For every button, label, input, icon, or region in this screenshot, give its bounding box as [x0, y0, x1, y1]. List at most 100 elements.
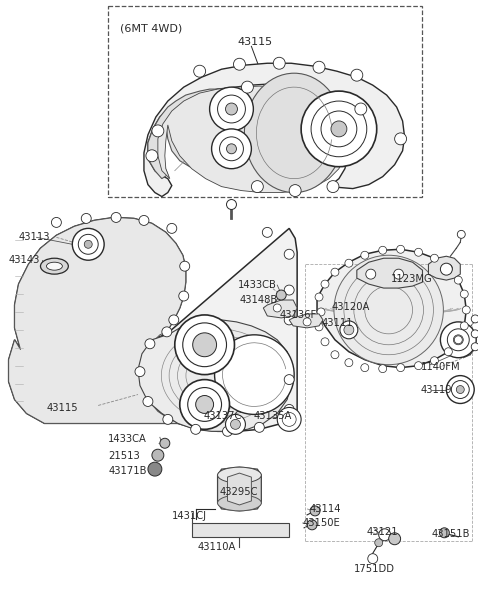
Circle shape: [396, 364, 405, 371]
Circle shape: [217, 95, 245, 123]
Circle shape: [277, 408, 301, 431]
Circle shape: [457, 230, 465, 238]
Circle shape: [460, 322, 468, 330]
Circle shape: [379, 246, 387, 254]
Circle shape: [310, 506, 320, 516]
Circle shape: [455, 276, 462, 284]
Circle shape: [321, 338, 329, 346]
Text: 43148B: 43148B: [240, 295, 278, 305]
Circle shape: [331, 121, 347, 137]
Polygon shape: [148, 89, 250, 178]
Circle shape: [78, 235, 98, 254]
Circle shape: [345, 259, 353, 267]
Text: 43135A: 43135A: [253, 411, 292, 421]
Circle shape: [152, 449, 164, 461]
Circle shape: [321, 280, 329, 288]
Ellipse shape: [47, 262, 62, 270]
Circle shape: [431, 357, 438, 365]
Text: 1433CA: 1433CA: [108, 434, 147, 444]
Text: 43114: 43114: [309, 504, 341, 514]
Circle shape: [453, 335, 463, 345]
Text: 1123MG: 1123MG: [391, 274, 432, 284]
Circle shape: [439, 528, 449, 538]
Circle shape: [396, 245, 405, 253]
Circle shape: [344, 325, 354, 335]
Circle shape: [160, 438, 170, 448]
Polygon shape: [9, 218, 297, 431]
Polygon shape: [289, 314, 323, 328]
Text: 43143: 43143: [9, 255, 40, 265]
Circle shape: [284, 285, 294, 295]
Text: 43111: 43111: [322, 318, 354, 328]
Circle shape: [183, 323, 227, 367]
Circle shape: [321, 111, 357, 147]
Polygon shape: [144, 63, 405, 197]
Circle shape: [284, 405, 294, 414]
Circle shape: [331, 351, 339, 359]
Text: 21513: 21513: [108, 451, 140, 461]
Text: 43119: 43119: [420, 385, 452, 394]
Circle shape: [334, 255, 444, 365]
Circle shape: [175, 315, 234, 374]
Circle shape: [223, 426, 232, 437]
Circle shape: [196, 396, 214, 414]
Circle shape: [192, 333, 216, 357]
Circle shape: [152, 125, 164, 137]
Circle shape: [273, 304, 281, 312]
Circle shape: [194, 65, 205, 77]
Circle shape: [289, 185, 301, 197]
Circle shape: [345, 359, 353, 367]
Ellipse shape: [244, 73, 344, 192]
Circle shape: [72, 229, 104, 260]
Circle shape: [230, 419, 240, 429]
Circle shape: [471, 315, 479, 323]
Circle shape: [303, 318, 311, 326]
Text: 1431CJ: 1431CJ: [172, 511, 207, 521]
Text: (6MT 4WD): (6MT 4WD): [120, 24, 182, 33]
Circle shape: [447, 329, 469, 351]
Circle shape: [167, 223, 177, 233]
Circle shape: [145, 339, 155, 349]
Circle shape: [146, 150, 158, 162]
Circle shape: [379, 365, 387, 373]
Circle shape: [327, 181, 339, 192]
Circle shape: [226, 414, 245, 434]
Circle shape: [282, 412, 296, 426]
Circle shape: [379, 529, 391, 541]
Circle shape: [139, 215, 149, 226]
Circle shape: [226, 103, 238, 115]
Text: 43121: 43121: [367, 527, 398, 537]
Circle shape: [180, 261, 190, 271]
Circle shape: [169, 315, 179, 325]
Polygon shape: [357, 258, 422, 288]
Circle shape: [455, 336, 462, 344]
Circle shape: [180, 380, 229, 429]
Circle shape: [440, 322, 476, 358]
Circle shape: [51, 218, 61, 227]
Circle shape: [415, 248, 422, 256]
Circle shape: [252, 181, 264, 192]
Text: 43295C: 43295C: [219, 487, 258, 497]
Circle shape: [162, 327, 172, 337]
Polygon shape: [192, 523, 289, 537]
Circle shape: [460, 290, 468, 298]
Ellipse shape: [40, 258, 68, 274]
Circle shape: [179, 291, 189, 301]
Circle shape: [375, 538, 383, 547]
Circle shape: [191, 425, 201, 434]
Text: 43115: 43115: [238, 37, 273, 48]
Text: 1433CB: 1433CB: [238, 280, 276, 290]
Circle shape: [215, 335, 294, 414]
Text: 1751DD: 1751DD: [354, 564, 395, 573]
Polygon shape: [158, 86, 347, 192]
Circle shape: [444, 264, 452, 272]
Circle shape: [233, 58, 245, 70]
Circle shape: [444, 348, 452, 356]
Circle shape: [315, 293, 323, 301]
Circle shape: [462, 306, 470, 314]
Circle shape: [361, 251, 369, 259]
Circle shape: [148, 462, 162, 476]
Polygon shape: [228, 473, 252, 505]
Circle shape: [241, 81, 253, 93]
Text: 43171B: 43171B: [108, 466, 146, 476]
